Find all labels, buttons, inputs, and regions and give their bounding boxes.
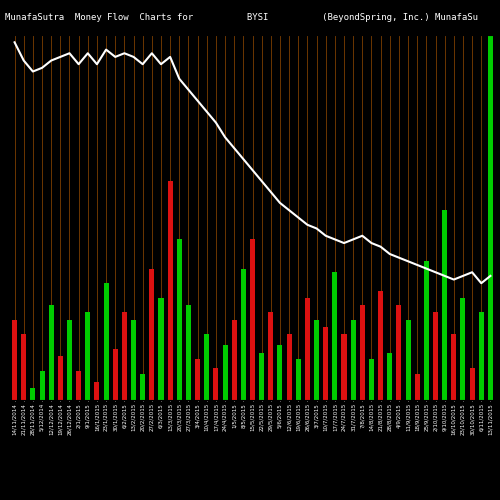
Bar [76, 371, 81, 400]
Bar [259, 354, 264, 400]
Bar [195, 359, 200, 400]
Bar [305, 298, 310, 400]
Bar [131, 320, 136, 400]
Bar [314, 320, 319, 400]
Bar [342, 334, 346, 400]
Bar [296, 359, 301, 400]
Bar [150, 268, 154, 400]
Bar [387, 354, 392, 400]
Bar [414, 374, 420, 400]
Bar [222, 344, 228, 400]
Bar [140, 374, 145, 400]
Bar [112, 349, 118, 400]
Bar [177, 240, 182, 400]
Bar [268, 312, 274, 400]
Bar [12, 320, 17, 400]
Bar [241, 268, 246, 400]
Bar [442, 210, 447, 400]
Bar [470, 368, 474, 400]
Bar [323, 327, 328, 400]
Bar [406, 320, 410, 400]
Bar [350, 320, 356, 400]
Bar [122, 312, 127, 400]
Bar [360, 305, 365, 400]
Bar [204, 334, 210, 400]
Bar [250, 240, 255, 400]
Bar [433, 312, 438, 400]
Bar [278, 344, 282, 400]
Bar [332, 272, 338, 400]
Bar [488, 35, 493, 400]
Bar [40, 371, 44, 400]
Bar [94, 382, 100, 400]
Bar [232, 320, 236, 400]
Bar [452, 334, 456, 400]
Bar [186, 305, 191, 400]
Bar [104, 283, 108, 400]
Bar [158, 298, 164, 400]
Bar [58, 356, 63, 400]
Text: MunafaSutra  Money Flow  Charts for          BYSI          (BeyondSpring, Inc.) : MunafaSutra Money Flow Charts for BYSI (… [5, 12, 478, 22]
Bar [67, 320, 72, 400]
Bar [424, 262, 429, 400]
Bar [86, 312, 90, 400]
Bar [460, 298, 466, 400]
Bar [214, 368, 218, 400]
Bar [286, 334, 292, 400]
Bar [378, 290, 383, 400]
Bar [30, 388, 36, 400]
Bar [21, 334, 26, 400]
Bar [479, 312, 484, 400]
Bar [48, 305, 54, 400]
Bar [396, 305, 402, 400]
Bar [168, 181, 172, 400]
Bar [369, 359, 374, 400]
